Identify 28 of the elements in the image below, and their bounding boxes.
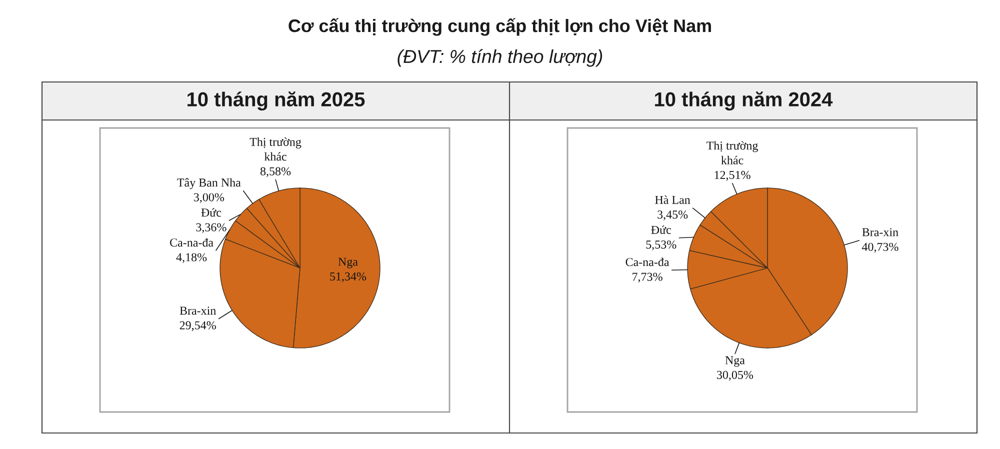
data-label: 3,45% xyxy=(658,210,688,220)
slice-label: Thị trường khác xyxy=(250,138,302,161)
data-label: 4,18% xyxy=(176,253,207,264)
slice-label: Nga xyxy=(725,356,745,367)
slice-label: Thị trường khác xyxy=(706,141,758,164)
slice-label: Ca-na-đa xyxy=(626,258,670,266)
slice-label: Nga xyxy=(338,258,358,268)
data-label: 8,58% xyxy=(260,167,291,178)
text: Cơ cấu thị trường cung cấp thịt lợn cho Việt Nam xyxy=(288,18,711,36)
slice-label: Đức xyxy=(201,208,222,217)
data-label: 7,73% xyxy=(632,272,662,283)
slice-label: Bra-xin xyxy=(180,306,216,315)
data-label: 5,53% xyxy=(646,240,676,250)
data-label: 51,34% xyxy=(330,272,366,282)
data-label: 3,36% xyxy=(196,223,226,234)
slice-label: Tây Ban Nha xyxy=(177,178,241,190)
text: (ĐVT: % tính theo lượng) xyxy=(398,49,602,67)
chart-title: 10 tháng năm 2024 xyxy=(655,92,833,110)
data-label: 30,05% xyxy=(717,370,754,381)
data-label: 3,00% xyxy=(194,193,224,204)
slice-label: Bra-xin xyxy=(862,228,898,236)
data-label: 12,51% xyxy=(714,170,750,181)
data-label: 29,54% xyxy=(180,321,216,332)
slice-label: Đức xyxy=(651,225,671,234)
slice-label: Ca-na-đa xyxy=(170,238,214,247)
data-label: 40,73% xyxy=(862,242,898,253)
slice-label: Hà Lan xyxy=(655,195,690,204)
chart-title: 10 tháng năm 2025 xyxy=(188,92,365,110)
